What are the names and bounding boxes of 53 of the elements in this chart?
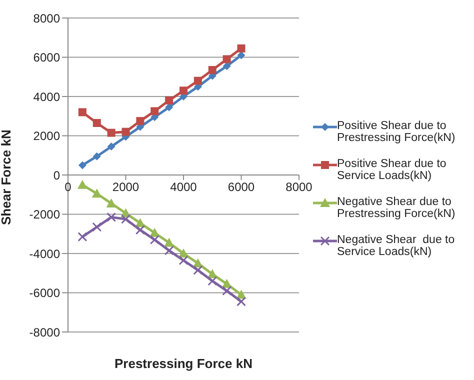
x-tick-label: 6000 xyxy=(228,180,255,194)
point xyxy=(208,66,216,74)
point xyxy=(122,128,130,136)
point xyxy=(208,276,218,286)
point xyxy=(180,86,188,95)
point xyxy=(92,188,102,198)
point xyxy=(222,62,231,70)
point xyxy=(77,180,88,189)
point xyxy=(165,103,174,112)
point xyxy=(150,107,159,116)
point xyxy=(222,55,231,64)
y-tick-label: 4000 xyxy=(33,90,60,104)
point xyxy=(78,232,88,242)
point xyxy=(92,118,101,127)
legend-label: Negative Shear due to Service Loads(kN) xyxy=(337,234,456,258)
point xyxy=(178,256,188,266)
point xyxy=(121,214,130,224)
y-tick-label: 6000 xyxy=(33,50,60,65)
y-tick-label: -4000 xyxy=(29,246,60,261)
x-tick-label: 8000 xyxy=(286,180,313,194)
point xyxy=(150,235,160,245)
point xyxy=(135,225,145,235)
point xyxy=(136,117,144,126)
x-axis-title: Prestressing Force kN xyxy=(114,356,253,371)
y-tick-label: -2000 xyxy=(29,208,60,222)
point xyxy=(237,44,246,52)
x-tick-label: 2000 xyxy=(112,180,140,194)
point xyxy=(194,76,202,85)
y-axis-title: Shear Force kN xyxy=(0,130,14,225)
y-tick-label: 2000 xyxy=(33,129,60,144)
point xyxy=(165,96,174,104)
y-tick-label: -6000 xyxy=(29,286,60,300)
y-tick-label: 0 xyxy=(53,168,60,182)
point xyxy=(236,296,246,306)
point xyxy=(222,286,232,296)
point xyxy=(78,108,86,116)
point xyxy=(237,51,246,60)
point xyxy=(92,222,102,232)
legend-label: Positive Shear due to Prestressing Force(kN) xyxy=(337,120,456,144)
point xyxy=(193,265,203,275)
point xyxy=(107,128,116,137)
point xyxy=(164,246,174,256)
point xyxy=(92,152,101,160)
legend-label: Negative Shear due to Prestressing Force(kN) xyxy=(337,196,456,220)
y-tick-label: 8000 xyxy=(33,11,60,26)
point xyxy=(106,198,116,208)
x-tick-label: 0 xyxy=(64,180,72,194)
legend-label: Positive Shear due to Service Loads(kN) xyxy=(337,158,448,182)
x-tick-label: 4000 xyxy=(170,180,198,194)
point xyxy=(106,212,116,222)
point xyxy=(107,142,116,151)
y-tick-label: -8000 xyxy=(29,325,60,340)
point xyxy=(78,161,86,170)
